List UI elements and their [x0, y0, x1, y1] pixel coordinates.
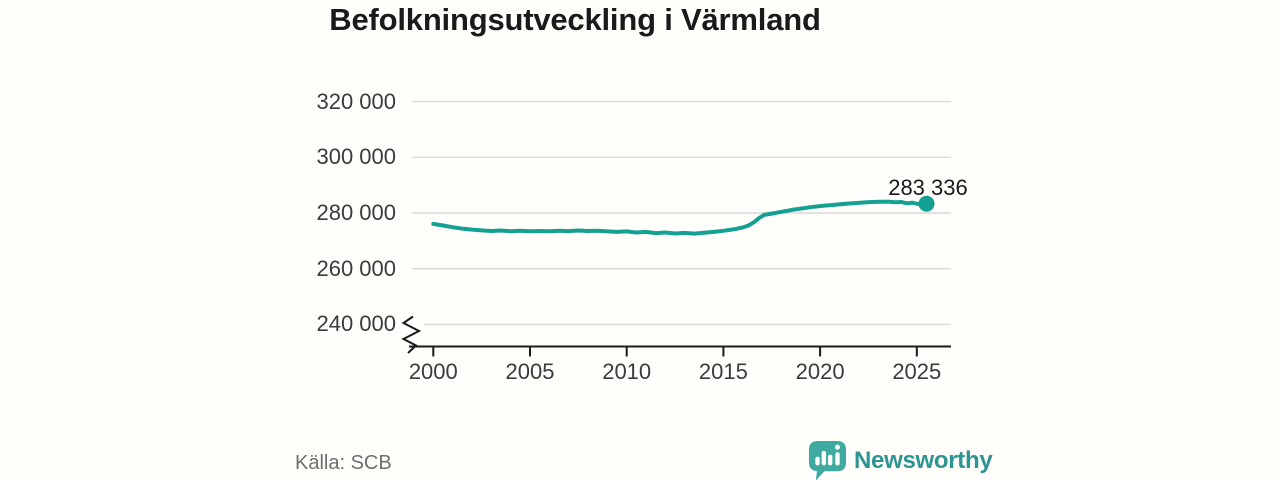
newsworthy-logo-icon [808, 441, 847, 480]
x-axis-ticks [432, 346, 918, 357]
y-axis-tick-label: 240 000 [316, 311, 396, 337]
x-axis-tick-label: 2025 [892, 359, 942, 384]
latest-value-label: 283 336 [888, 174, 968, 200]
x-axis-tick-label: 2015 [698, 359, 748, 384]
chart-title: Befolkningsutveckling i Värmland [329, 2, 821, 37]
latest-value-dot [918, 195, 935, 212]
axis-break-zigzag-icon [401, 315, 422, 354]
y-axis-tick-label: 260 000 [316, 255, 396, 281]
x-axis-tick-label: 2000 [408, 359, 458, 384]
y-axis-tick-label: 300 000 [316, 144, 396, 170]
y-axis-tick-label: 320 000 [316, 88, 396, 114]
y-axis-tick-label: 280 000 [316, 200, 396, 225]
source-caption: Källa: SCB [295, 452, 392, 474]
x-axis-tick-label: 2020 [795, 359, 845, 384]
gridlines [412, 100, 951, 326]
newsworthy-logo[interactable]: Newsworthy [808, 440, 993, 480]
newsworthy-wordmark: Newsworthy [854, 447, 993, 474]
x-axis-tick-label: 2005 [505, 359, 555, 384]
x-axis-tick-label: 2010 [602, 359, 652, 384]
population-line [431, 199, 929, 236]
